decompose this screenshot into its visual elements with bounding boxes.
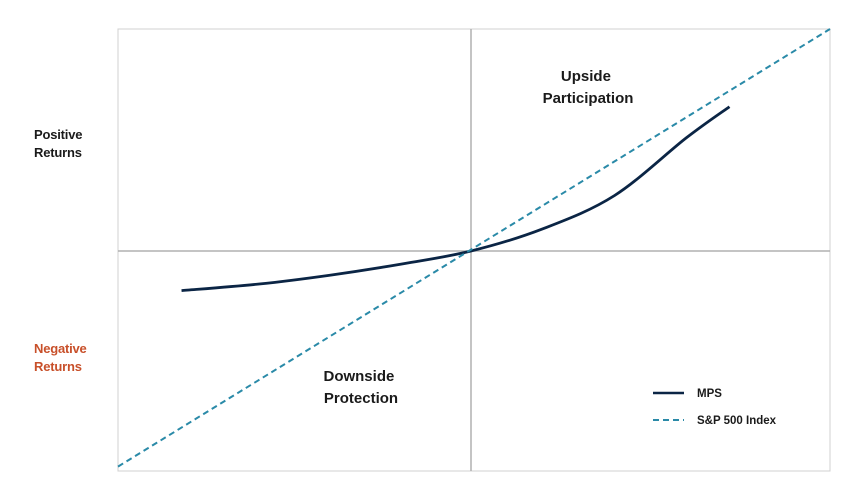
negative-returns-line-1: Negative bbox=[34, 341, 87, 356]
downside-line-2: Protection bbox=[324, 390, 398, 407]
upside-annotation: Upside Participation bbox=[543, 68, 634, 107]
positive-returns-line-1: Positive bbox=[34, 127, 83, 142]
negative-returns-line-2: Returns bbox=[34, 359, 82, 374]
downside-line-1: Downside bbox=[323, 368, 394, 385]
series-line-mps bbox=[181, 105, 731, 292]
series-layer bbox=[117, 28, 831, 468]
plot-frame bbox=[117, 28, 831, 472]
legend-sp500-label: S&P 500 Index bbox=[697, 415, 777, 427]
upside-line-1: Upside bbox=[561, 68, 611, 85]
upside-line-2: Participation bbox=[543, 90, 634, 107]
series-line-sp500 bbox=[117, 28, 831, 468]
downside-annotation: Downside Protection bbox=[323, 368, 398, 407]
legend-mps-label: MPS bbox=[697, 388, 722, 400]
positive-returns-label: Positive Returns bbox=[0, 126, 105, 162]
positive-returns-line-2: Returns bbox=[34, 145, 82, 160]
negative-returns-label: Negative Returns bbox=[0, 340, 105, 376]
legend: MPS S&P 500 Index bbox=[653, 388, 777, 427]
